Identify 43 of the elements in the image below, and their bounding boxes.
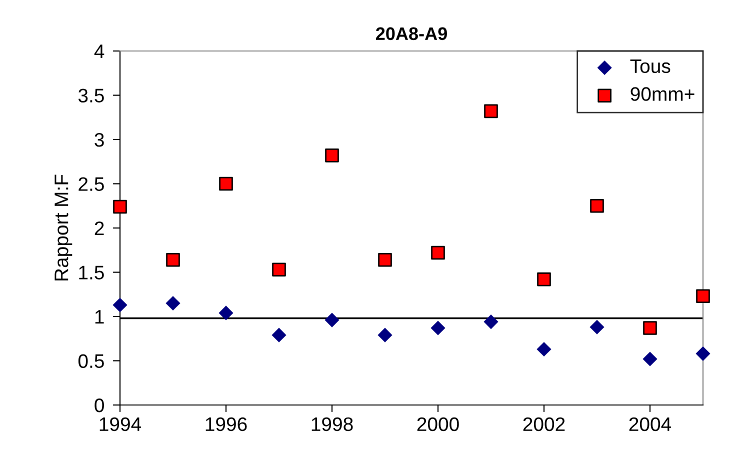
x-tick-label: 2004 [629, 417, 672, 432]
point [272, 262, 286, 276]
legend-label: Tous [630, 59, 670, 74]
point [324, 312, 340, 328]
point [378, 328, 392, 342]
point [536, 342, 552, 357]
point [325, 148, 339, 162]
x-tick-label: 2002 [523, 417, 565, 432]
point [484, 104, 498, 118]
y-axis-title: Rapport M:F [54, 174, 72, 280]
point [112, 298, 128, 312]
y-tick-label: 4 [94, 44, 104, 58]
y-tick-label: 3 [94, 132, 104, 147]
x-tick-label: 1998 [312, 417, 353, 432]
point [643, 321, 657, 335]
point [484, 314, 498, 330]
y-tick-label: 1.5 [79, 266, 104, 280]
point [431, 246, 445, 260]
point [696, 346, 710, 361]
legend-label: 90mm+ [630, 87, 694, 101]
x-tick-label: 1996 [206, 417, 247, 432]
chart-title: 20A8-A9 [376, 27, 447, 40]
point [378, 252, 392, 267]
y-tick-label: 2 [94, 221, 104, 236]
y-tick-label: 0.5 [78, 354, 104, 368]
point [590, 320, 604, 334]
x-tick-label: 1994 [100, 417, 142, 432]
point [430, 320, 446, 336]
y-tick-label: 0 [94, 398, 104, 412]
y-tick-label: 2.5 [78, 177, 104, 191]
x-tick-label: 2000 [417, 417, 459, 432]
point [166, 252, 180, 267]
point [537, 272, 551, 286]
point [590, 198, 604, 213]
point [219, 176, 233, 191]
point [696, 289, 710, 304]
y-tick-label: 3.5 [78, 88, 104, 102]
point [218, 306, 234, 320]
point [642, 352, 658, 366]
point [113, 200, 127, 214]
point [272, 328, 286, 342]
y-tick-label: 1 [95, 310, 104, 324]
point [166, 296, 180, 311]
